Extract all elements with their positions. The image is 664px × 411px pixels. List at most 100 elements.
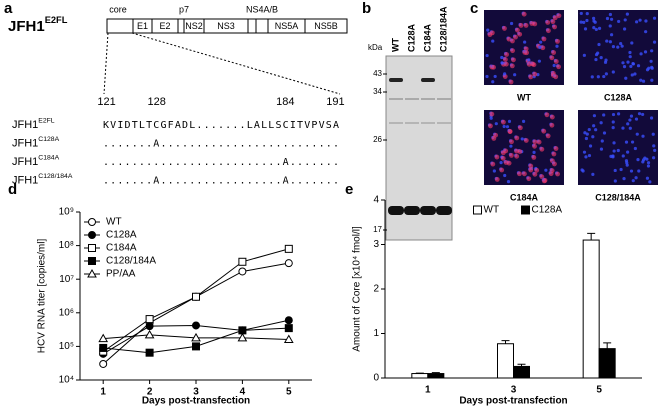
faint-band bbox=[437, 98, 451, 100]
stain bbox=[517, 31, 523, 37]
nucleus bbox=[596, 51, 600, 55]
stain bbox=[514, 148, 519, 154]
marker bbox=[144, 329, 155, 339]
nucleus bbox=[631, 62, 635, 66]
stain bbox=[549, 122, 555, 128]
region-label: NS2 bbox=[185, 21, 203, 31]
band bbox=[421, 78, 435, 82]
marker bbox=[238, 267, 247, 276]
nucleus bbox=[506, 180, 511, 184]
construct-name: JFH1 bbox=[12, 156, 38, 168]
y-tick-label: 3 bbox=[373, 239, 379, 250]
nucleus bbox=[485, 53, 489, 58]
sequence: .......A.................A....... bbox=[103, 176, 339, 187]
nucleus bbox=[636, 158, 640, 162]
stain bbox=[552, 161, 557, 167]
nucleus bbox=[621, 126, 625, 130]
nucleus bbox=[584, 136, 589, 141]
nucleus bbox=[594, 27, 598, 32]
error-bar bbox=[603, 342, 612, 349]
nucleus bbox=[538, 45, 542, 49]
x-tick-label: 2 bbox=[147, 387, 153, 398]
nucleus bbox=[639, 52, 643, 56]
nucleus bbox=[600, 139, 604, 143]
marker bbox=[284, 244, 293, 253]
nucleus bbox=[611, 120, 615, 124]
stain bbox=[507, 129, 513, 134]
stain bbox=[494, 154, 500, 160]
nucleus bbox=[629, 114, 634, 118]
x-tick-label: 5 bbox=[286, 387, 292, 398]
nucleus bbox=[532, 150, 536, 155]
nucleus bbox=[611, 125, 615, 130]
bar bbox=[598, 348, 616, 379]
nucleus bbox=[507, 119, 512, 123]
stain bbox=[541, 128, 547, 134]
stain bbox=[503, 160, 509, 165]
marker bbox=[99, 343, 108, 352]
nucleus bbox=[555, 44, 559, 48]
genome-segment bbox=[106, 18, 134, 34]
stain bbox=[517, 125, 523, 131]
nucleus bbox=[603, 60, 608, 64]
faint-band bbox=[437, 122, 451, 124]
bar bbox=[582, 239, 600, 379]
stain bbox=[511, 57, 516, 63]
stain bbox=[503, 61, 509, 67]
stain bbox=[549, 55, 555, 61]
legend-label: WT bbox=[484, 205, 500, 216]
nucleus bbox=[619, 167, 623, 172]
nucleus bbox=[628, 50, 632, 55]
stain bbox=[493, 132, 499, 138]
stain bbox=[488, 123, 493, 129]
y-tick-label: 10⁵ bbox=[59, 341, 74, 352]
y-axis-label: HCV RNA titer [copies/ml] bbox=[37, 239, 48, 354]
marker bbox=[88, 218, 96, 226]
construct-label: JFH1C128/184A bbox=[12, 173, 73, 187]
nucleus bbox=[629, 169, 634, 173]
nucleus bbox=[523, 40, 527, 44]
nucleus bbox=[494, 122, 498, 126]
nucleus bbox=[602, 131, 607, 135]
nucleus bbox=[608, 40, 612, 44]
nucleus bbox=[591, 172, 595, 176]
marker bbox=[284, 259, 293, 268]
nucleus bbox=[652, 40, 657, 44]
nucleus bbox=[626, 122, 630, 126]
nucleus bbox=[650, 65, 654, 69]
micrograph bbox=[578, 110, 658, 185]
y-tick-label: 10⁶ bbox=[59, 307, 74, 318]
stain bbox=[528, 74, 534, 80]
residue-position: 128 bbox=[147, 96, 165, 108]
stain bbox=[517, 171, 522, 177]
stain bbox=[518, 23, 524, 28]
stain bbox=[532, 139, 538, 145]
legend-swatch bbox=[521, 205, 530, 215]
faint-band bbox=[405, 122, 419, 124]
construct-name: JFH1 bbox=[12, 137, 38, 149]
nucleus bbox=[583, 131, 587, 135]
marker bbox=[145, 315, 154, 324]
nucleus bbox=[527, 58, 531, 62]
region-above-label: NS4A/B bbox=[246, 4, 278, 14]
marker-label: 17 bbox=[373, 225, 382, 234]
nucleus bbox=[585, 12, 589, 16]
nucleus bbox=[612, 141, 616, 145]
marker-label: 26 bbox=[373, 135, 382, 144]
nucleus bbox=[597, 26, 602, 30]
legend-label: C184A bbox=[106, 243, 137, 254]
nucleus bbox=[605, 16, 610, 21]
nucleus bbox=[626, 60, 630, 64]
construct-label: JFH1E2FL bbox=[12, 117, 55, 131]
nucleus bbox=[602, 113, 606, 117]
nucleus bbox=[633, 72, 637, 76]
region-label: NS5B bbox=[314, 21, 338, 31]
nucleus bbox=[594, 128, 598, 132]
y-tick-label: 0 bbox=[373, 373, 379, 384]
stain bbox=[532, 71, 538, 77]
nucleus bbox=[621, 154, 625, 158]
construct-name: JFH1 bbox=[8, 18, 45, 35]
x-axis-label: Days post-transfection bbox=[459, 396, 567, 407]
nucleus bbox=[605, 39, 609, 43]
nucleus bbox=[486, 28, 490, 32]
